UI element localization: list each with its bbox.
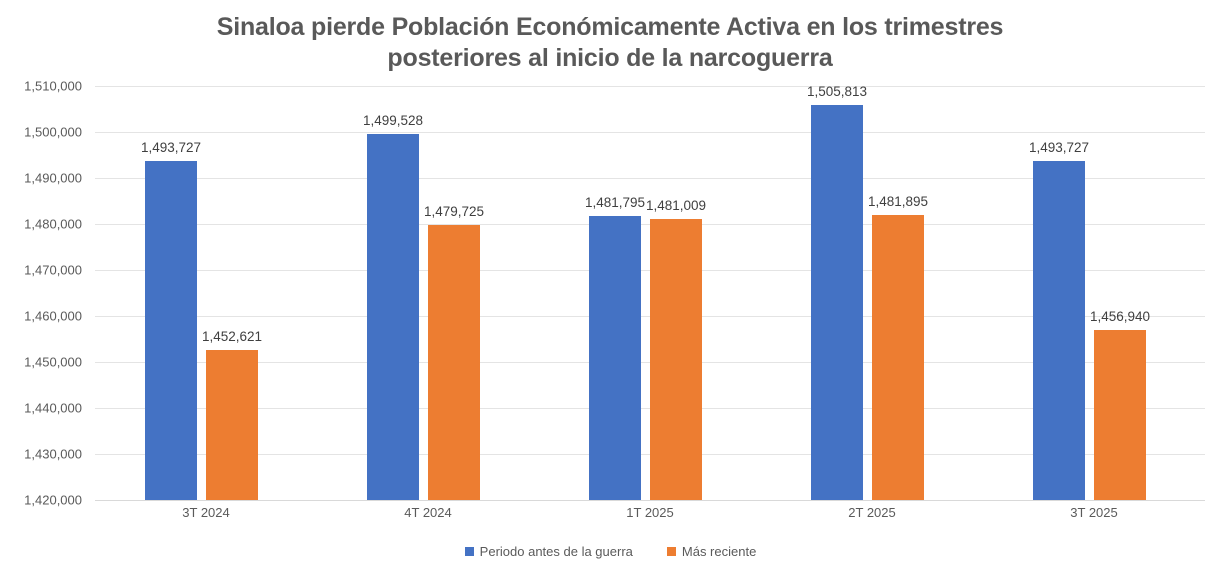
x-axis-tick-label: 3T 2025 <box>1070 505 1118 520</box>
bar-group: 1,499,528 1,479,725 <box>317 86 539 500</box>
gridline <box>95 500 1205 501</box>
bar-group: 1,505,813 1,481,895 <box>761 84 983 500</box>
bar-group: 1,481,795 1,481,009 <box>539 86 761 500</box>
bar-value-label: 1,479,725 <box>423 204 485 220</box>
bar-value-label: 1,505,813 <box>806 84 868 100</box>
bar-value-label: 1,499,528 <box>362 113 424 129</box>
chart-legend: Periodo antes de la guerra Más reciente <box>0 544 1221 559</box>
gridline <box>95 178 1205 179</box>
bar[interactable]: 1,481,795 <box>585 195 645 500</box>
bar-value-label: 1,481,895 <box>867 194 929 210</box>
gridline <box>95 132 1205 133</box>
x-axis-tick-label: 1T 2025 <box>626 505 674 520</box>
y-axis-tick-label: 1,510,000 <box>24 78 82 94</box>
x-axis-tick-label: 2T 2025 <box>848 505 896 520</box>
x-axis: 3T 2024 4T 2024 1T 2025 2T 2025 3T 2025 <box>95 505 1205 531</box>
chart-title-line-2: posteriores al inicio de la narcoguerra <box>387 44 833 72</box>
bar-value-label: 1,493,727 <box>140 139 202 155</box>
bar[interactable]: 1,499,528 <box>363 113 423 500</box>
bar-group: 1,493,727 1,456,940 <box>983 86 1205 500</box>
bar[interactable]: 1,452,621 <box>202 329 262 500</box>
bar[interactable]: 1,505,813 <box>807 84 867 500</box>
bar[interactable]: 1,481,009 <box>646 198 706 500</box>
chart-title-line-1: Sinaloa pierde Población Económicamente … <box>216 13 1004 41</box>
legend-label: Más reciente <box>681 544 757 559</box>
legend-swatch-icon <box>666 547 676 556</box>
bar-value-label: 1,493,727 <box>1028 139 1090 155</box>
y-axis-tick-label: 1,470,000 <box>24 262 82 278</box>
legend-swatch-icon <box>464 547 474 556</box>
bar-value-label: 1,456,940 <box>1089 309 1151 325</box>
y-axis-tick-label: 1,460,000 <box>24 308 82 324</box>
bar-value-label: 1,481,009 <box>645 198 707 214</box>
chart-title: Sinaloa pierde Población Económicamente … <box>110 12 1110 74</box>
bar[interactable]: 1,479,725 <box>424 204 484 500</box>
y-axis-tick-label: 1,490,000 <box>24 170 82 186</box>
y-axis-tick-label: 1,430,000 <box>24 446 82 462</box>
bar[interactable]: 1,493,727 <box>1029 140 1089 500</box>
y-axis-tick-label: 1,480,000 <box>24 216 82 232</box>
bar[interactable]: 1,456,940 <box>1090 309 1150 500</box>
y-axis-tick-label: 1,440,000 <box>24 400 82 416</box>
bar-value-label: 1,452,621 <box>201 328 263 344</box>
legend-item[interactable]: Más reciente <box>666 544 757 559</box>
y-axis-tick-label: 1,500,000 <box>24 124 82 140</box>
bar[interactable]: 1,493,727 <box>141 140 201 500</box>
y-axis-tick-label: 1,450,000 <box>24 354 82 370</box>
y-axis-tick-label: 1,420,000 <box>24 492 82 508</box>
bar-groups: 1,493,727 1,452,621 1,499,528 1,479,725 1,48… <box>95 84 1205 500</box>
legend-item[interactable]: Periodo antes de la guerra <box>464 544 633 559</box>
gridline <box>95 86 1205 87</box>
x-axis-tick-label: 4T 2024 <box>404 505 452 520</box>
x-axis-tick-label: 3T 2024 <box>182 505 230 520</box>
bar[interactable]: 1,481,895 <box>868 194 928 500</box>
legend-label: Periodo antes de la guerra <box>479 544 633 559</box>
y-axis: 1,510,000 1,500,000 1,490,000 1,480,000 1,47… <box>0 79 88 508</box>
bar-group: 1,493,727 1,452,621 <box>95 86 317 500</box>
bar-value-label: 1,481,795 <box>584 194 646 210</box>
